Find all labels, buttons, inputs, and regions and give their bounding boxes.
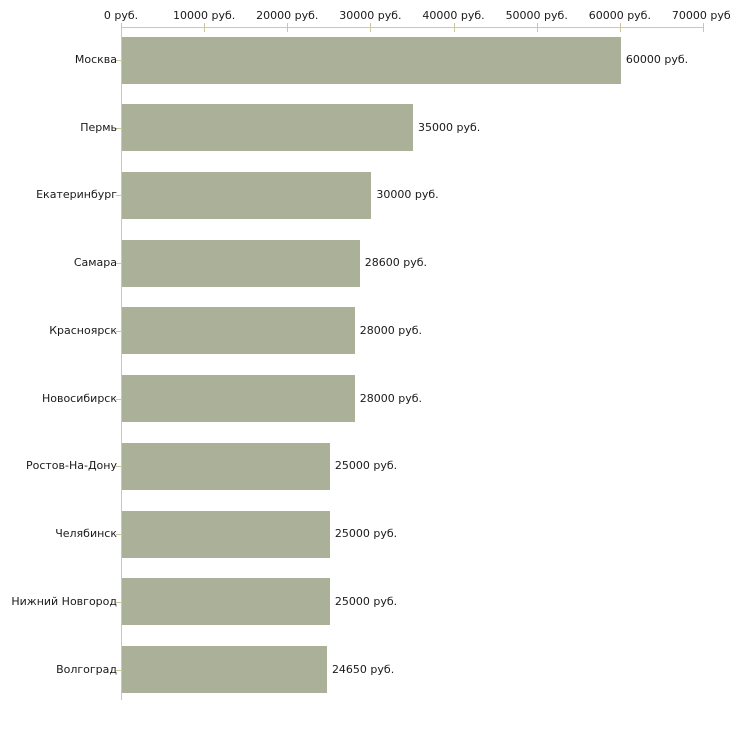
value-label: 25000 руб. [334,459,398,473]
x-axis-tick-label: 30000 руб. [339,9,402,22]
x-axis-tick [536,23,538,32]
value-label: 28000 руб. [359,391,423,405]
category-label: Челябинск [55,527,117,541]
x-axis-tick [370,23,372,32]
bar [122,442,330,490]
y-axis-tick [116,601,121,603]
bar [122,171,372,219]
value-label: 24650 руб. [331,662,395,676]
category-label: Красноярск [49,323,117,337]
y-axis-line [121,27,122,700]
x-axis-tick-label: 0 руб. [103,9,139,22]
value-label: 25000 руб. [334,527,398,541]
value-label: 28600 руб. [364,256,428,270]
bar [122,510,330,558]
x-axis-tick [121,23,122,32]
x-axis-tick [204,23,206,32]
value-label: 30000 руб. [376,188,439,202]
y-axis-tick [116,60,121,61]
value-label: 60000 руб. [625,53,689,66]
x-axis-tick-label: 60000 руб. [588,9,651,22]
value-label: 28000 руб. [359,323,423,337]
category-label: Ростов-На-Дону [25,459,117,473]
value-label: 35000 руб. [418,120,481,134]
y-axis-tick [116,669,121,671]
x-axis-tick [453,23,455,32]
x-axis-line [121,27,704,28]
category-label: Волгоград [56,662,117,676]
y-axis-tick [116,127,121,129]
bar [122,375,355,423]
category-label: Екатеринбург [36,188,117,202]
y-axis-tick [116,534,121,536]
x-axis-tick-label: 10000 руб. [173,9,236,22]
category-label: Пермь [80,120,117,134]
bar [122,307,355,355]
y-axis-tick [116,263,121,265]
bar [122,646,327,694]
x-axis-tick-label: 50000 руб. [505,9,568,22]
x-axis-tick [619,23,621,32]
category-label: Самара [73,256,117,270]
x-axis-tick-label: 70000 руб. [671,9,730,22]
category-label: Новосибирск [41,391,117,405]
x-axis-tick [287,23,289,32]
value-label: 25000 руб. [334,594,398,608]
y-axis-tick [116,330,121,332]
x-axis-tick-label: 40000 руб. [422,9,485,22]
y-axis-tick [116,195,121,197]
bar [122,239,360,287]
bar [122,578,330,626]
category-label: Нижний Новгород [11,594,117,608]
y-axis-tick [116,466,121,468]
y-axis-tick [116,398,121,400]
category-label: Москва [74,53,117,66]
x-axis-tick-label: 20000 руб. [256,9,319,22]
bar [122,36,621,84]
x-axis-tick [703,23,704,32]
bar [122,104,413,152]
